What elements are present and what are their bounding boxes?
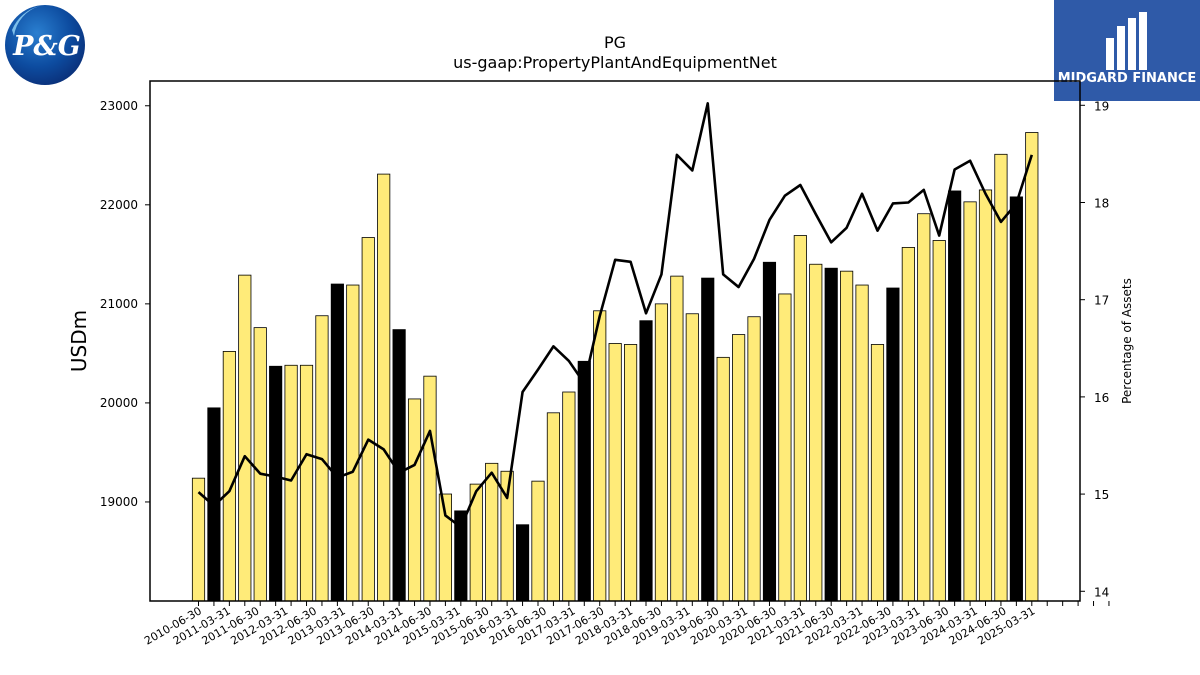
bar-2017-09-30 xyxy=(639,320,653,602)
bar-2022-09-30 xyxy=(948,190,962,602)
y-axis-label: USDm xyxy=(67,310,91,372)
bar-2020-03-31 xyxy=(793,235,807,602)
y2-tick-label: 18 xyxy=(1094,196,1109,210)
bar-2023-03-31 xyxy=(978,189,993,602)
bar-2019-06-30 xyxy=(747,316,761,602)
bar-2011-03-31 xyxy=(238,274,252,602)
bar-2015-09-30 xyxy=(515,524,530,602)
y-tick-label: 22000 xyxy=(100,198,138,212)
y-tick-label: 23000 xyxy=(100,99,138,113)
bar-2017-06-30 xyxy=(624,344,638,602)
bar-2019-12-31 xyxy=(778,293,792,602)
midgard-logo: MIDGARD FINANCE xyxy=(1054,0,1200,101)
bar-2011-06-30 xyxy=(253,327,267,602)
bar-2012-09-30 xyxy=(330,283,344,602)
bar-2013-06-30 xyxy=(377,173,391,602)
bar-2016-09-30 xyxy=(577,360,591,602)
midgard-logo-background xyxy=(1054,0,1200,101)
left-axis-ticks: 19000 20000 21000 22000 23000 xyxy=(100,99,150,509)
pg-logo-swoosh xyxy=(12,6,40,36)
bar-2012-12-31 xyxy=(346,284,360,602)
bar-2013-12-31 xyxy=(407,398,422,602)
bar-2019-03-31 xyxy=(732,334,746,602)
bar-2018-03-31 xyxy=(670,275,684,602)
line-series xyxy=(197,102,1034,529)
midgard-logo-icon xyxy=(1106,12,1147,70)
y2-tick-label: 17 xyxy=(1094,294,1109,308)
bar-2022-06-30 xyxy=(932,240,946,602)
bar-2022-03-31 xyxy=(917,213,931,602)
bar-2010-12-31 xyxy=(222,350,236,602)
bar-2011-12-31 xyxy=(284,364,298,602)
y-tick-label: 19000 xyxy=(100,495,138,509)
y2-tick-label: 14 xyxy=(1094,585,1109,599)
bar-2011-09-30 xyxy=(269,365,283,602)
bar-2016-06-30 xyxy=(562,391,576,602)
percentage-line xyxy=(197,102,1034,529)
bar-2022-12-31 xyxy=(963,201,977,602)
bar-2016-03-31 xyxy=(546,412,561,602)
y2-tick-label: 16 xyxy=(1094,391,1109,405)
right-axis-ticks: 14 15 16 17 18 19 xyxy=(1080,99,1109,599)
bar-2021-03-31 xyxy=(855,284,869,602)
bar-2020-12-31 xyxy=(840,270,854,602)
bar-2018-09-30 xyxy=(701,277,715,602)
bar-2019-09-30 xyxy=(762,261,777,602)
bar-2018-06-30 xyxy=(685,313,699,602)
pg-logo: P&G xyxy=(5,5,85,85)
bar-2023-12-31 xyxy=(1025,132,1039,602)
bar-2020-06-30 xyxy=(809,263,823,602)
y2-axis-label: Percentage of Assets xyxy=(1120,278,1134,404)
bar-2017-12-31 xyxy=(654,303,669,602)
bar-2017-03-31 xyxy=(608,343,622,602)
bar-2014-03-31 xyxy=(423,375,437,602)
y2-tick-label: 15 xyxy=(1094,488,1109,502)
y-tick-label: 20000 xyxy=(100,396,138,410)
chart-title: PG xyxy=(604,33,626,52)
x-axis-ticks: 2010-06-302011-03-312011-06-302012-03-31… xyxy=(142,601,1110,648)
pg-logo-text: P&G xyxy=(12,31,81,62)
y2-tick-label: 19 xyxy=(1094,99,1109,113)
bar-2012-03-31 xyxy=(299,364,314,602)
bar-2020-09-30 xyxy=(824,267,838,602)
bar-2021-12-31 xyxy=(901,246,915,602)
bar-2015-12-31 xyxy=(531,480,545,602)
bar-2018-12-31 xyxy=(716,356,730,602)
bar-2015-03-31 xyxy=(485,462,499,602)
midgard-logo-text: MIDGARD FINANCE xyxy=(1058,71,1197,86)
bar-series xyxy=(191,132,1039,602)
y-tick-label: 21000 xyxy=(100,297,138,311)
bar-2023-09-30 xyxy=(1009,196,1023,602)
chart-subtitle: us-gaap:PropertyPlantAndEquipmentNet xyxy=(453,53,777,72)
bar-2016-12-31 xyxy=(593,310,607,602)
pg-logo-icon xyxy=(5,5,85,85)
bar-2013-03-31 xyxy=(361,237,375,602)
bar-2021-09-30 xyxy=(886,287,900,602)
bar-2021-06-30 xyxy=(870,344,885,602)
